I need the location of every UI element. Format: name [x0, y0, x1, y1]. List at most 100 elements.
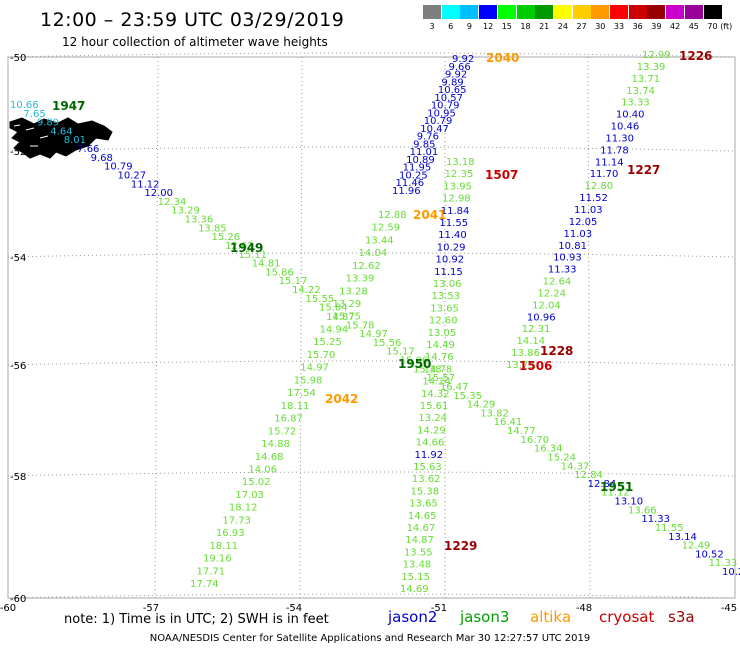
legend-label-9: 9	[466, 22, 472, 31]
track-1947-value: 12.84	[574, 470, 603, 481]
track-2041-value: 18.11	[281, 401, 310, 412]
legend-swatch-39	[647, 5, 666, 19]
track-1947-value: 13.82	[480, 408, 509, 419]
track-1947-value: 11.12	[131, 179, 160, 190]
track-1507-value: 12.35	[445, 169, 474, 180]
track-1947-value: 16.47	[440, 382, 469, 393]
track-1947-value: 12.34	[158, 197, 187, 208]
credit-line: NOAA/NESDIS Center for Satellite Applica…	[149, 633, 591, 644]
parallel-line	[7, 360, 736, 366]
track-2041-value: 14.87	[326, 312, 355, 323]
mission-altika: altika	[530, 608, 572, 626]
track-2041-value: 12.88	[378, 210, 407, 221]
track-1507-value: 13.24	[418, 413, 447, 424]
mission-s3a: s3a	[668, 608, 695, 626]
track-1947-value: 12.00	[144, 188, 173, 199]
legend-label-70: 70	[707, 22, 718, 31]
pass-label-1947: 1947	[52, 99, 85, 113]
track-1507-value: 12.60	[429, 316, 458, 327]
track-2041-value: 17.54	[287, 388, 316, 399]
legend-swatch-24	[553, 5, 572, 19]
track-1947-value: 15.84	[319, 303, 348, 314]
track-1947-value: 15.55	[306, 294, 335, 305]
legend-swatch-3	[423, 5, 441, 19]
lat-tick-label: -50	[10, 53, 26, 64]
pass-label-1949: 1949	[230, 241, 263, 255]
track-1947-value: 13.29	[171, 206, 200, 217]
track-2040-value: 9.76	[417, 132, 439, 143]
track-2041-value: 15.25	[313, 337, 342, 348]
track-1507-value: 11.84	[441, 206, 470, 217]
track-2040-value: 10.79	[431, 101, 460, 112]
track-2040-value: 11.01	[410, 147, 439, 158]
track-1507-value: 13.65	[409, 499, 438, 510]
legend-unit: (ft)	[720, 22, 733, 31]
legend-label-36: 36	[632, 22, 643, 31]
legend-label-12: 12	[483, 22, 494, 31]
track-1947-value: 14.37	[561, 461, 590, 472]
mission-jason2: jason2	[388, 608, 438, 626]
legend-label-42: 42	[670, 22, 681, 31]
pass-label-1226: 1226	[679, 49, 712, 63]
track-2041-value: 14.88	[261, 439, 290, 450]
track-1507-value: 13.06	[433, 279, 462, 290]
track-2041-value: 16.93	[216, 528, 245, 539]
track-2040-value: 10.25	[399, 170, 428, 181]
track-2041-value: 17.03	[235, 490, 264, 501]
legend-swatch-6	[441, 5, 460, 19]
track-1947-value: 16.70	[520, 435, 549, 446]
track-1507-value: 14.76	[425, 352, 454, 363]
track-1507-value: 13.53	[432, 291, 461, 302]
track-1947-value: 14.97	[359, 329, 388, 340]
track-1947-value: 16.41	[494, 417, 523, 428]
pass-label-1229: 1229	[444, 539, 477, 553]
lon-tick-label: -45	[721, 603, 737, 614]
track-1226-value: 11.03	[564, 229, 593, 240]
track-1507-value: 13.18	[446, 157, 475, 168]
track-1507-value: 13.62	[412, 474, 441, 485]
track-1947-value: 15.24	[547, 452, 576, 463]
track-1947-value: 12.84	[588, 479, 617, 490]
track-1947-value: 10.2	[722, 567, 740, 578]
track-1507-value: 11.92	[414, 450, 443, 461]
track-1947-value: 14.81	[252, 259, 281, 270]
legend-swatch-70	[703, 5, 722, 19]
legend-label-15: 15	[501, 22, 512, 31]
track-1507-value: 15.38	[411, 486, 440, 497]
track-1507-value: 14.78	[424, 364, 453, 375]
track-1947-value: 13.36	[185, 215, 214, 226]
track-1226-value: 12.80	[584, 181, 613, 192]
legend-label-30: 30	[595, 22, 606, 31]
track-1507-value: 14.32	[421, 389, 450, 400]
track-1226-value: 10.93	[553, 253, 582, 264]
track-2041-value: 13.44	[365, 235, 394, 246]
track-1947-value: 8.01	[64, 135, 86, 146]
track-2041-value: 15.02	[242, 477, 271, 488]
track-1947-value: 10.27	[117, 170, 146, 181]
track-2040-value: 11.46	[396, 178, 425, 189]
track-2040-value: 10.65	[438, 85, 467, 96]
track-2040-value: 9.66	[448, 62, 470, 73]
legend-swatch-21	[535, 5, 554, 19]
track-1947-value: 9.68	[91, 153, 113, 164]
track-1947-value: 7.66	[77, 144, 99, 155]
track-1226-value: 13.73	[506, 360, 535, 371]
mission-cryosat: cryosat	[599, 608, 655, 626]
pass-label-1228: 1228	[540, 344, 573, 358]
track-2040-value: 11.96	[392, 186, 421, 197]
lat-tick-label: -58	[10, 472, 26, 483]
track-1226-value: 12.04	[532, 300, 561, 311]
track-2041-value: 15.72	[268, 426, 297, 437]
lon-tick-label: -60	[0, 603, 16, 614]
track-2041-value: 18.11	[209, 541, 238, 552]
track-1947-value: 15.78	[346, 320, 375, 331]
track-1947-value: 15.11	[238, 250, 267, 261]
track-1507-value: 13.55	[404, 547, 433, 558]
track-1226-value: 12.64	[543, 277, 572, 288]
track-1226-value: 10.40	[616, 110, 645, 121]
legend-label-45: 45	[688, 22, 699, 31]
track-2041-value: 14.97	[300, 363, 329, 374]
track-1947-value: 13.66	[628, 505, 657, 516]
pass-label-2042: 2042	[325, 392, 358, 406]
